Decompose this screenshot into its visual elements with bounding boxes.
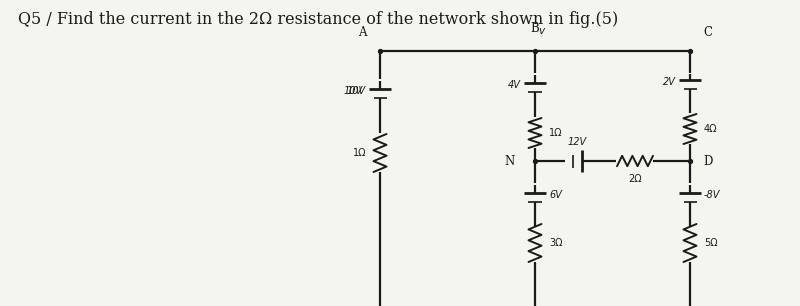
Text: v: v (538, 26, 544, 36)
Text: 1Ω: 1Ω (353, 148, 366, 158)
Text: D: D (703, 155, 713, 167)
Text: C: C (703, 27, 713, 39)
Text: 4V: 4V (508, 80, 521, 90)
Text: 5Ω: 5Ω (704, 238, 718, 248)
Text: 10V: 10V (344, 86, 363, 96)
Text: 1Ω: 1Ω (549, 128, 562, 138)
Text: 2V: 2V (663, 77, 676, 87)
Text: A: A (358, 27, 366, 39)
Text: 12V: 12V (567, 137, 586, 147)
Text: N: N (505, 155, 515, 167)
Text: 10V: 10V (347, 86, 366, 96)
Text: -8V: -8V (704, 190, 720, 200)
Text: 6V: 6V (549, 190, 562, 200)
Text: 2Ω: 2Ω (628, 174, 642, 184)
Text: 3Ω: 3Ω (549, 238, 562, 248)
Text: 4Ω: 4Ω (704, 124, 718, 134)
Text: B: B (530, 23, 539, 35)
Text: Q5 / Find the current in the 2Ω resistance of the network shown in fig.(5): Q5 / Find the current in the 2Ω resistan… (18, 11, 618, 28)
